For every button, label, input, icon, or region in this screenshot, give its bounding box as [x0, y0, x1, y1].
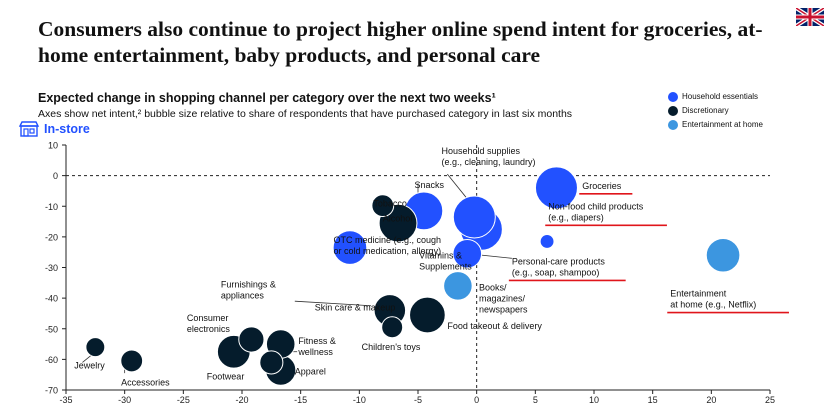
bubble	[85, 337, 106, 358]
leader-line	[294, 300, 372, 307]
chart-legend: Household essentials Discretionary Enter…	[668, 90, 763, 132]
bubble	[120, 349, 144, 373]
legend-item-entertainment: Entertainment at home	[668, 118, 763, 132]
bubble-label: Non-food child products (e.g., diapers)	[548, 201, 644, 222]
bubble-label: Vitamins & Supplements	[419, 250, 472, 271]
leader-line	[82, 354, 93, 363]
bubble	[259, 350, 284, 375]
bubble-label: Alcohol	[383, 214, 413, 224]
bubble-label: Apparel	[295, 367, 326, 377]
bubble-label: Household supplies (e.g., cleaning, laund…	[441, 146, 535, 167]
bubble	[705, 237, 741, 273]
y-tick-label: -50	[45, 324, 58, 334]
bubble-label: Consumer electronics	[187, 313, 231, 334]
x-tick-label: -30	[118, 395, 131, 405]
bubble-label: Tobacco	[373, 198, 407, 208]
bubble	[409, 296, 446, 334]
bubble-label: Personal-care products (e.g., soap, shamp…	[512, 256, 606, 277]
store-icon	[18, 121, 40, 137]
x-tick-label: -20	[235, 395, 248, 405]
x-tick-label: 10	[589, 395, 599, 405]
bubble-label: Children's toys	[362, 342, 421, 352]
bubble-label: Books/magazines/newspapers	[479, 282, 528, 314]
bubble	[332, 230, 368, 265]
page-title: Consumers also continue to project highe…	[38, 17, 763, 67]
y-tick-label: 0	[53, 171, 58, 181]
y-tick-label: -40	[45, 294, 58, 304]
x-tick-label: 20	[706, 395, 716, 405]
y-tick-label: -10	[45, 202, 58, 212]
bubble-label: Entertainment at home (e.g., Netflix)	[670, 289, 756, 310]
chart-subtitle: Expected change in shopping channel per …	[38, 91, 496, 105]
x-tick-label: 25	[765, 395, 775, 405]
x-tick-label: -10	[353, 395, 366, 405]
legend-swatch-entertainment	[668, 120, 678, 130]
bubble	[381, 316, 404, 339]
x-tick-label: -35	[59, 395, 72, 405]
x-tick-label: -15	[294, 395, 307, 405]
x-tick-label: 5	[533, 395, 538, 405]
x-tick-label: -25	[177, 395, 190, 405]
x-tick-label: -5	[414, 395, 422, 405]
bubble-label: Jewelry	[74, 361, 105, 371]
bubble-label: Footwear	[207, 371, 245, 381]
y-tick-label: -70	[45, 386, 58, 396]
bubble-label: OTC medicine (e.g., cough or cold medicat…	[334, 235, 442, 256]
bubble	[534, 166, 578, 210]
x-tick-label: 0	[474, 395, 479, 405]
bubble-label: Snacks	[414, 180, 444, 190]
bubble-label: Accessories	[121, 377, 170, 387]
legend-swatch-discretionary	[668, 106, 678, 116]
legend-label-household: Household essentials	[682, 92, 759, 101]
in-store-text: In-store	[44, 122, 90, 136]
bubble	[238, 326, 265, 353]
legend-label-entertainment: Entertainment at home	[682, 120, 763, 129]
y-tick-label: -60	[45, 355, 58, 365]
in-store-label: In-store	[18, 121, 90, 140]
bubble	[452, 195, 496, 239]
chart-axis-note: Axes show net intent,² bubble size relat…	[38, 108, 573, 120]
legend-label-discretionary: Discretionary	[682, 106, 729, 115]
legend-item-discretionary: Discretionary	[668, 104, 763, 118]
bubble-label: Fitness & wellness	[297, 336, 336, 357]
legend-swatch-household	[668, 92, 678, 102]
uk-flag-icon[interactable]	[796, 8, 824, 26]
bubble-label: Skin care & makeup	[315, 302, 396, 312]
bubble-label: Furnishings & appliances	[221, 279, 276, 300]
bubble-label: Food takeout & delivery	[447, 321, 542, 331]
bubble	[371, 194, 395, 218]
legend-item-household: Household essentials	[668, 90, 763, 104]
y-tick-label: 10	[48, 141, 58, 151]
x-tick-label: 15	[648, 395, 658, 405]
bubble	[443, 271, 473, 301]
y-tick-label: -20	[45, 232, 58, 242]
bubble	[452, 238, 483, 269]
bubble-label: Groceries	[582, 181, 622, 191]
y-tick-label: -30	[45, 263, 58, 273]
bubble	[539, 234, 555, 249]
